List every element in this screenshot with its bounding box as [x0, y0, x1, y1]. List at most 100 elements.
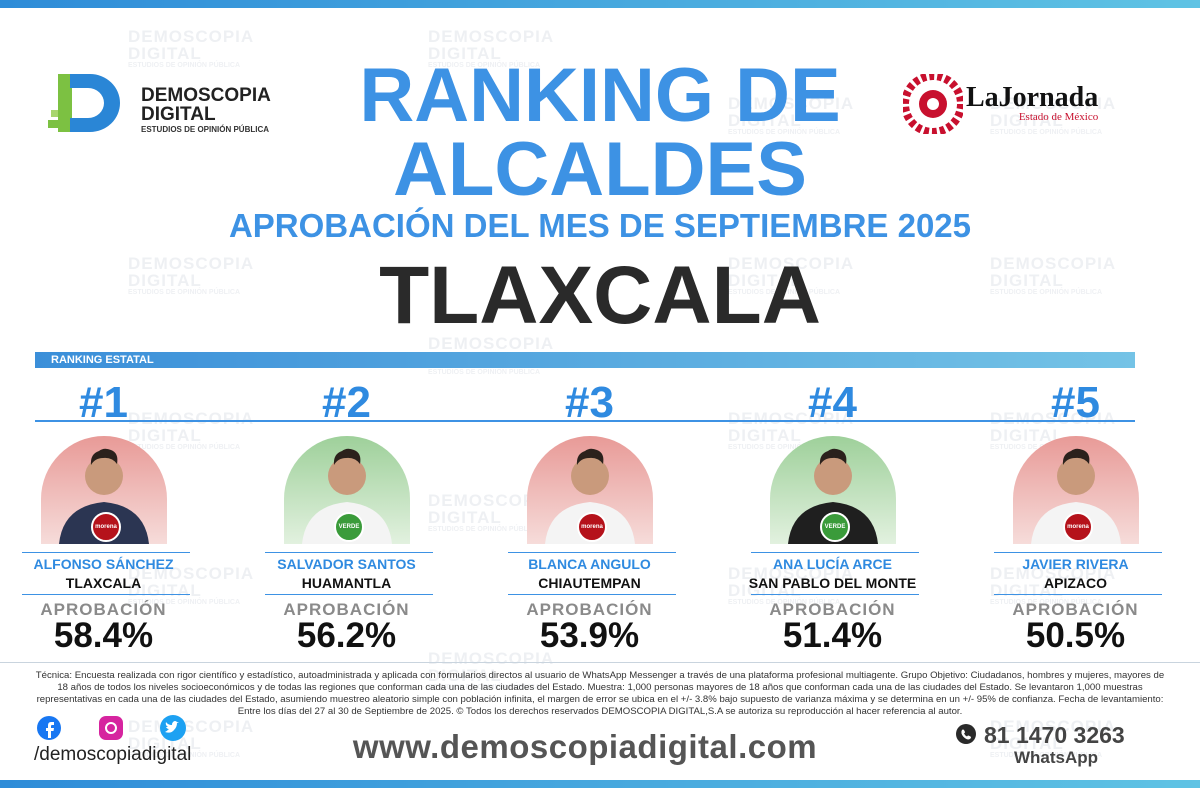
candidate-card: #1 morena ALFONSO SÁNCHEZ TLAXCALA APROBACI… [0, 378, 225, 660]
candidate-card: #4 VERDE ANA LUCÍA ARCE SAN PABLO DEL MONT… [711, 378, 954, 660]
party-badge: morena [1063, 512, 1093, 542]
whatsapp-circle [956, 724, 976, 744]
brand-tagline: ESTUDIOS DE OPINIÓN PÚBLICA [141, 125, 270, 134]
phone[interactable]: 81 1470 3263 [984, 722, 1125, 748]
candidate-card: #5 morena JAVIER RIVERA APIZACO APROBACIÓN 5… [954, 378, 1197, 660]
rank: #3 [565, 378, 614, 427]
twitter-glyph [165, 721, 179, 733]
rule [265, 552, 433, 553]
candidate-name: SALVADOR SANTOS [277, 556, 416, 572]
photo: VERDE [770, 436, 896, 544]
rank: #4 [808, 378, 857, 427]
brand-text: DEMOSCOPIA DIGITAL ESTUDIOS DE OPINIÓN P… [141, 86, 271, 134]
approval-value: 51.4% [782, 616, 883, 655]
state-name: TLAXCALA [379, 250, 821, 341]
portrait-head [328, 457, 366, 495]
divider [0, 662, 1200, 663]
section-label: RANKING ESTATAL [51, 354, 154, 366]
approval-label: APROBACIÓN [1012, 600, 1139, 619]
municipality: CHIAUTEMPAN [538, 575, 641, 591]
approval-label: APROBACIÓN [769, 600, 896, 619]
rule [22, 552, 190, 553]
watermark-text: ESTUDIOS DE OPINIÓN PÚBLICA [428, 369, 541, 376]
subtitle: APROBACIÓN DEL MES DE SEPTIEMBRE 2025 [228, 207, 972, 244]
portrait-head [814, 457, 852, 495]
whatsapp-glyph [961, 729, 971, 740]
portrait-head [85, 457, 123, 495]
top-bar [0, 0, 1200, 8]
candidate-card: #3 morena BLANCA ANGULO CHIAUTEMPAN APROBAC… [468, 378, 711, 660]
partner-logo-mark [903, 74, 963, 134]
title: RANKING DE [359, 53, 841, 138]
rule [994, 552, 1162, 553]
party-badge: VERDE [820, 512, 850, 542]
rank: #2 [322, 378, 371, 427]
candidate-name: ANA LUCÍA ARCE [773, 556, 892, 572]
rank: #1 [79, 378, 128, 427]
candidate-card: #2 VERDE SALVADOR SANTOS HUAMANTLA APROBACI… [225, 378, 468, 660]
portrait-hair [90, 448, 118, 465]
partner-region: Estado de México [1018, 111, 1099, 123]
party-badge: morena [91, 512, 121, 542]
rule [751, 552, 919, 553]
instagram-glyph [105, 722, 117, 734]
website[interactable]: www.demoscopiadigital.com [352, 728, 818, 765]
brand-name: DEMOSCOPIA [141, 85, 271, 106]
watermark-text: DEMOSCOPIA [128, 27, 255, 46]
whatsapp-icon [956, 724, 976, 744]
phone-app: WhatsApp [1014, 748, 1099, 767]
title: ALCALDES [393, 127, 807, 212]
logo-block [48, 120, 58, 128]
approval-label: APROBACIÓN [526, 600, 653, 619]
portrait-hair [819, 448, 847, 465]
rank-rule [35, 420, 1135, 422]
portrait-head [1057, 457, 1095, 495]
rule [22, 594, 190, 595]
candidate-name: ALFONSO SÁNCHEZ [33, 556, 174, 572]
brand-logo-mark [48, 74, 120, 132]
municipality: TLAXCALA [65, 575, 142, 591]
section-bar: RANKING ESTATAL [35, 352, 1135, 368]
approval-value: 56.2% [296, 616, 397, 655]
portrait-hair [1062, 448, 1090, 465]
logo-d [70, 74, 120, 132]
photo: morena [527, 436, 653, 544]
municipality: HUAMANTLA [301, 575, 392, 591]
party-badge: morena [577, 512, 607, 542]
logo-block [51, 110, 58, 117]
brand-name: DIGITAL [141, 104, 216, 125]
approval-value: 53.9% [539, 616, 640, 655]
logo-bar [58, 74, 72, 132]
rule [751, 594, 919, 595]
bottom-bar [0, 780, 1200, 788]
portrait-hair [333, 448, 361, 465]
methodology: Técnica: Encuesta realizada con rigor ci… [35, 670, 1165, 717]
rule [508, 594, 676, 595]
photo: morena [41, 436, 167, 544]
approval-label: APROBACIÓN [40, 600, 167, 619]
municipality: SAN PABLO DEL MONTE [748, 575, 917, 591]
social-icons [37, 715, 186, 741]
candidate-name: JAVIER RIVERA [1022, 556, 1129, 572]
photo: morena [1013, 436, 1139, 544]
rule [265, 594, 433, 595]
approval-value: 58.4% [53, 616, 154, 655]
party-badge: VERDE [334, 512, 364, 542]
partner-name: LaJornada [966, 82, 1099, 113]
partner-text: LaJornada Estado de México [966, 84, 1098, 123]
candidate-name: BLANCA ANGULO [528, 556, 651, 572]
approval-label: APROBACIÓN [283, 600, 410, 619]
facebook-glyph [46, 722, 54, 738]
approval-value: 50.5% [1025, 616, 1126, 655]
municipality: APIZACO [1044, 575, 1107, 591]
photo: VERDE [284, 436, 410, 544]
portrait-head [571, 457, 609, 495]
rule [508, 552, 676, 553]
social-handle[interactable]: /demoscopiadigital [34, 744, 192, 765]
watermark-text: DEMOSCOPIA [428, 27, 555, 46]
partner-sun-rays [903, 74, 963, 134]
portrait-hair [576, 448, 604, 465]
partner-sun-core [927, 98, 939, 110]
instagram-icon[interactable] [99, 716, 123, 740]
